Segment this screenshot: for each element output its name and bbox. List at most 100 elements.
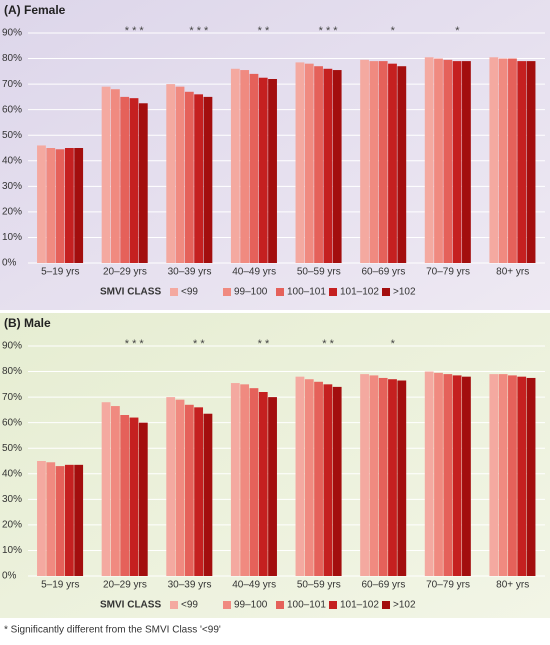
significance-marker: * *	[193, 338, 205, 350]
bar	[129, 417, 139, 576]
legend-label: >102	[393, 287, 416, 298]
bar	[46, 148, 56, 263]
significance-marker: * * *	[319, 25, 339, 37]
y-tick-label: 70%	[2, 392, 22, 403]
bar	[304, 63, 314, 263]
bar	[443, 374, 453, 576]
bar	[166, 397, 176, 576]
bar	[332, 70, 342, 263]
x-tick-label: 70–79 yrs	[426, 580, 470, 591]
x-tick-label: 40–49 yrs	[232, 580, 276, 591]
x-tick-label: 80+ yrs	[496, 580, 529, 591]
legend-swatch	[329, 288, 337, 296]
bar	[360, 374, 369, 576]
bar	[194, 94, 204, 263]
bar	[184, 91, 194, 264]
legend-swatch	[170, 288, 178, 296]
x-tick-label: 80+ yrs	[496, 267, 529, 278]
bar	[184, 404, 194, 576]
legend-label: >102	[393, 600, 416, 611]
legend-swatch	[170, 601, 178, 609]
bar	[110, 406, 120, 576]
x-tick-label: 50–59 yrs	[297, 580, 341, 591]
bar	[55, 466, 65, 576]
bar	[295, 376, 305, 576]
significance-marker: * *	[258, 25, 270, 37]
bar	[138, 103, 148, 264]
bar	[55, 149, 65, 263]
footnote: * Significantly different from the SMVI …	[4, 625, 221, 636]
bar	[138, 422, 148, 576]
legend-swatch	[276, 601, 284, 609]
y-tick-label: 20%	[2, 207, 22, 218]
legend-label: <99	[181, 287, 198, 298]
bar	[295, 62, 305, 264]
bar	[129, 98, 139, 264]
bar	[249, 388, 259, 576]
significance-marker: * * *	[125, 25, 145, 37]
bar	[64, 148, 74, 263]
x-tick-label: 5–19 yrs	[41, 267, 79, 278]
legend-title: SMVI CLASS	[100, 287, 161, 298]
bar	[489, 57, 499, 264]
x-tick-label: 20–29 yrs	[103, 267, 147, 278]
bar	[64, 464, 74, 576]
y-tick-label: 0%	[2, 258, 17, 269]
significance-marker: *	[455, 25, 460, 37]
legend-label: 100–101	[287, 287, 326, 298]
legend-swatch	[276, 288, 284, 296]
significance-marker: * *	[322, 338, 334, 350]
bar	[323, 68, 333, 264]
legend-label: 100–101	[287, 600, 326, 611]
chart-title: (A) Female	[4, 3, 66, 17]
bar	[46, 462, 56, 576]
y-tick-label: 80%	[2, 53, 22, 64]
bar	[489, 374, 499, 576]
bar	[74, 148, 84, 263]
y-tick-label: 60%	[2, 417, 22, 428]
bar	[462, 376, 471, 576]
bar	[498, 374, 508, 576]
legend-label: 101–102	[340, 287, 379, 298]
bar	[175, 399, 185, 576]
bar	[110, 89, 120, 263]
y-tick-label: 50%	[2, 443, 22, 454]
bar	[166, 84, 176, 263]
bar	[424, 57, 434, 264]
bar	[508, 58, 517, 263]
bar	[360, 59, 369, 264]
bar	[304, 379, 314, 576]
legend-label: 101–102	[340, 600, 379, 611]
bar	[258, 77, 268, 263]
bar	[258, 392, 268, 576]
bar	[230, 68, 240, 264]
y-tick-label: 80%	[2, 366, 22, 377]
bar	[462, 61, 471, 263]
bar	[388, 379, 397, 576]
x-tick-label: 70–79 yrs	[426, 267, 470, 278]
y-tick-label: 50%	[2, 130, 22, 141]
bar	[452, 61, 462, 263]
bar	[424, 371, 434, 576]
bar	[37, 461, 46, 576]
y-tick-label: 10%	[2, 545, 22, 556]
x-tick-label: 60–69 yrs	[361, 267, 405, 278]
y-tick-label: 20%	[2, 520, 22, 531]
y-tick-label: 40%	[2, 155, 22, 166]
legend-swatch	[223, 601, 231, 609]
bar	[452, 375, 462, 576]
bar	[323, 384, 333, 576]
bar	[175, 86, 185, 264]
significance-marker: * * *	[189, 25, 209, 37]
bar	[74, 464, 84, 576]
bar	[249, 73, 259, 263]
significance-marker: * *	[258, 338, 270, 350]
y-tick-label: 0%	[2, 571, 17, 582]
bar	[120, 96, 130, 263]
y-tick-label: 30%	[2, 181, 22, 192]
legend-swatch	[329, 601, 337, 609]
y-tick-label: 30%	[2, 494, 22, 505]
x-tick-label: 40–49 yrs	[232, 267, 276, 278]
y-tick-label: 40%	[2, 468, 22, 479]
